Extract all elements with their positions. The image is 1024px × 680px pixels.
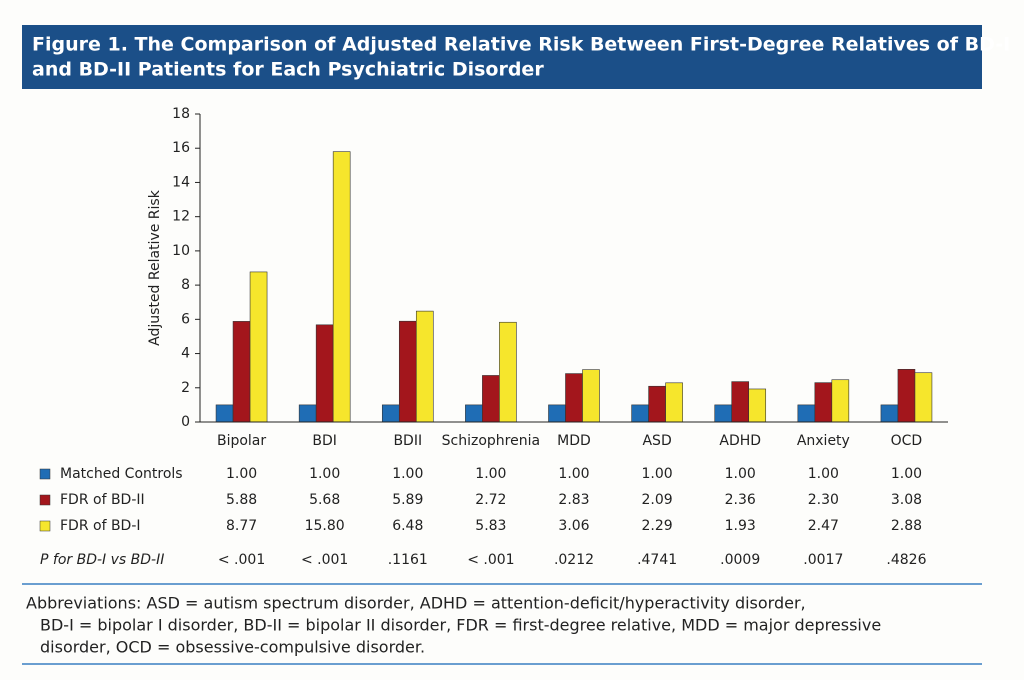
p-value: < .001 bbox=[467, 552, 514, 568]
table-value: 5.88 bbox=[226, 492, 257, 508]
x-tick-label: BDII bbox=[393, 433, 422, 449]
bar bbox=[714, 404, 733, 423]
bar bbox=[381, 404, 400, 423]
y-tick-label: 0 bbox=[181, 414, 190, 430]
y-tick-label: 12 bbox=[172, 209, 190, 225]
x-tick-label: ASD bbox=[642, 433, 671, 449]
legend-swatch bbox=[39, 520, 51, 532]
table-value: 2.47 bbox=[808, 518, 839, 534]
p-value: .4741 bbox=[637, 552, 677, 568]
table-value: 2.09 bbox=[642, 492, 673, 508]
table-value: 3.06 bbox=[558, 518, 589, 534]
bar bbox=[648, 385, 666, 423]
bar bbox=[797, 404, 816, 423]
bar bbox=[332, 151, 351, 423]
table-value: 1.00 bbox=[808, 466, 839, 482]
x-tick-label: ADHD bbox=[719, 433, 761, 449]
table-value: 5.83 bbox=[475, 518, 506, 534]
x-tick-label: Anxiety bbox=[797, 433, 850, 449]
p-value: .0009 bbox=[720, 552, 760, 568]
y-axis-title: Adjusted Relative Risk bbox=[147, 189, 163, 346]
bar bbox=[482, 375, 500, 423]
bar bbox=[814, 382, 833, 423]
table-value: 2.72 bbox=[475, 492, 506, 508]
x-tick-label: MDD bbox=[557, 433, 591, 449]
title-banner bbox=[22, 25, 982, 89]
table-value: 1.00 bbox=[475, 466, 506, 482]
bar bbox=[499, 321, 517, 423]
table-value: 2.83 bbox=[558, 492, 589, 508]
table-value: 2.36 bbox=[725, 492, 756, 508]
bar bbox=[631, 404, 649, 423]
table-value: 1.93 bbox=[725, 518, 756, 534]
bar bbox=[415, 310, 434, 423]
y-tick-label: 6 bbox=[181, 311, 190, 327]
bar bbox=[465, 404, 483, 423]
table-value: 5.68 bbox=[309, 492, 340, 508]
y-tick-label: 14 bbox=[172, 174, 190, 190]
chart-title: and BD-II Patients for Each Psychiatric … bbox=[32, 59, 544, 81]
x-tick-label: Schizophrenia bbox=[442, 433, 540, 449]
table-value: 1.00 bbox=[392, 466, 423, 482]
bar bbox=[880, 404, 899, 423]
x-tick-label: Bipolar bbox=[217, 433, 266, 449]
y-tick-label: 16 bbox=[172, 140, 190, 156]
bar bbox=[665, 382, 683, 423]
bar bbox=[298, 404, 317, 423]
bar bbox=[565, 373, 583, 423]
y-tick-label: 8 bbox=[181, 277, 190, 293]
table-value: 2.29 bbox=[642, 518, 673, 534]
table-value: 15.80 bbox=[305, 518, 345, 534]
y-tick-label: 10 bbox=[172, 243, 190, 259]
bar bbox=[249, 271, 268, 423]
table-value: 1.00 bbox=[226, 466, 257, 482]
footnote: Abbreviations: ASD = autism spectrum dis… bbox=[26, 594, 806, 613]
chart-title: Figure 1. The Comparison of Adjusted Rel… bbox=[32, 34, 1010, 56]
p-value: .4826 bbox=[886, 552, 926, 568]
bar bbox=[548, 404, 566, 423]
bar bbox=[897, 368, 916, 423]
bar bbox=[582, 369, 600, 423]
bar bbox=[831, 379, 850, 423]
table-value: 1.00 bbox=[558, 466, 589, 482]
table-value: 2.30 bbox=[808, 492, 839, 508]
x-tick-label: BDI bbox=[312, 433, 337, 449]
bar bbox=[232, 321, 251, 423]
table-value: 1.00 bbox=[725, 466, 756, 482]
x-tick-label: OCD bbox=[891, 433, 923, 449]
p-value: .0017 bbox=[803, 552, 843, 568]
bar bbox=[315, 324, 334, 423]
legend-label: Matched Controls bbox=[60, 466, 183, 482]
table-value: 3.08 bbox=[891, 492, 922, 508]
p-value: < .001 bbox=[301, 552, 348, 568]
table-value: 6.48 bbox=[392, 518, 423, 534]
bar bbox=[398, 320, 417, 423]
y-tick-label: 18 bbox=[172, 106, 190, 122]
table-value: 5.89 bbox=[392, 492, 423, 508]
legend-label: FDR of BD-I bbox=[60, 518, 141, 534]
y-tick-label: 4 bbox=[181, 346, 190, 362]
legend-swatch bbox=[39, 468, 51, 480]
table-value: 1.00 bbox=[642, 466, 673, 482]
table-value: 8.77 bbox=[226, 518, 257, 534]
bar bbox=[731, 381, 750, 423]
bar bbox=[748, 388, 767, 423]
p-row-label: P for BD-I vs BD-II bbox=[40, 552, 164, 568]
bar bbox=[914, 372, 933, 423]
y-tick-label: 2 bbox=[181, 380, 190, 396]
p-value: .1161 bbox=[388, 552, 428, 568]
bar bbox=[215, 404, 234, 423]
p-value: < .001 bbox=[218, 552, 265, 568]
legend-label: FDR of BD-II bbox=[60, 492, 145, 508]
footnote: disorder, OCD = obsessive-compulsive dis… bbox=[40, 638, 425, 657]
table-value: 1.00 bbox=[309, 466, 340, 482]
footnote: BD-I = bipolar I disorder, BD-II = bipol… bbox=[40, 616, 881, 635]
table-value: 1.00 bbox=[891, 466, 922, 482]
table-value: 2.88 bbox=[891, 518, 922, 534]
p-value: .0212 bbox=[554, 552, 594, 568]
legend-swatch bbox=[39, 494, 51, 506]
